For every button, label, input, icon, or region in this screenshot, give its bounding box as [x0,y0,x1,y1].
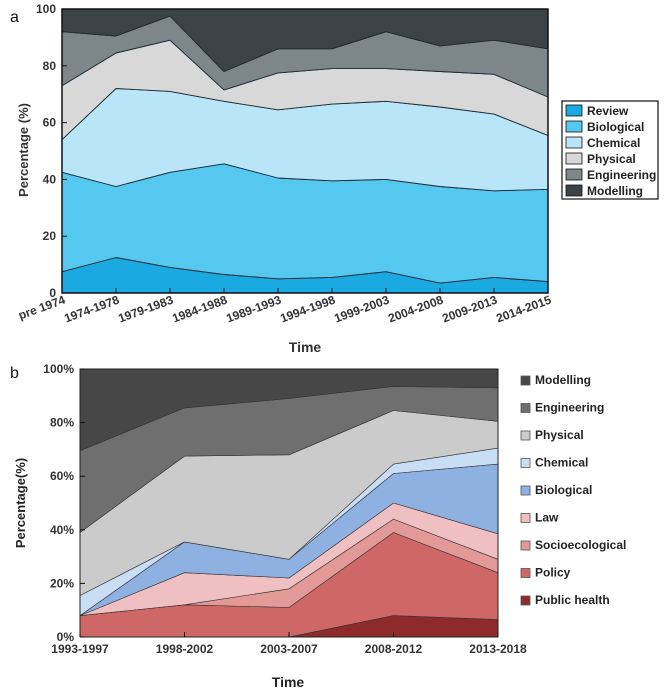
panel-a-x-tick-label: pre 1974 [16,293,67,323]
panel-a-legend-swatch-modelling [565,184,583,197]
panel-a-legend-swatch-chemical [565,136,583,149]
panel-b-x-axis-label: Time [272,674,305,690]
panel-a-legend-label-biological: Biological [587,120,644,134]
panel-b-legend-label-engineering: Engineering [535,401,604,415]
panel-b-y-ticks: 0% 20% 40% 60% 80% 100% [43,362,85,644]
panel-a-x-axis-label: Time [289,339,322,355]
panel-b-y-tick-label: 100% [43,362,74,376]
panel-a-y-ticks: 0 20 40 60 80 100 [36,2,67,300]
panel-b-legend-swatch-policy [520,568,531,578]
panel-a-y-tick-label: 40 [43,172,57,186]
panel-b-legend-swatch-engineering [520,403,531,413]
panel-b-legend-label-modelling: Modelling [535,373,591,387]
panel-a-x-tick-label: 1999-2003 [332,293,391,326]
panel-b-x-ticks: 1993-1997 1998-2002 2003-2007 2008-2012 2013… [51,632,527,656]
panel-b-legend-swatch-modelling [520,375,531,386]
panel-a-x-tick-label: 1974-1978 [62,293,121,326]
panel-a-plot-frame [61,8,549,294]
panel-b: b 0% 20% 40% 60% 80% 100% 1993-1997 1998-2002 2… [10,362,626,690]
panel-b-y-tick-label: 80% [50,416,74,430]
panel-b-legend-swatch-law [520,513,531,523]
panel-b-y-tick-label: 20% [50,576,74,590]
panel-b-legend-swatch-physical [520,430,531,441]
panel-a-legend-swatch-biological [565,120,583,133]
panel-a-legend-swatch-physical [565,152,583,165]
panel-a-y-tick-label: 80 [43,59,57,73]
panel-b-legend-swatch-public-health [520,595,531,606]
panel-b-y-tick-label: 60% [50,469,74,483]
panel-a-y-tick-label: 60 [43,116,57,130]
panel-b-x-tick-label: 1998-2002 [156,642,214,656]
panel-b-x-tick-label: 1993-1997 [51,642,109,656]
panel-a-y-tick-label: 20 [43,229,57,243]
panel-b-areas [79,368,499,638]
panel-a-x-tick-label: 2014-2015 [494,293,553,326]
panel-a-legend-label-chemical: Chemical [587,136,640,150]
panel-b-y-axis-label: Percentage(%) [13,458,28,548]
panel-b-legend-label-public-health: Public health [535,593,610,607]
panel-b-legend-label-policy: Policy [535,566,571,580]
panel-b-legend-label-physical: Physical [535,428,584,442]
panel-b-legend-label-biological: Biological [535,483,592,497]
panel-b-legend-label-chemical: Chemical [535,456,588,470]
panel-b-legend-swatch-biological [520,485,531,496]
panel-a-legend-label-engineering: Engineering [587,168,656,182]
panel-a-legend-label-review: Review [587,104,629,118]
panel-a-x-tick-label: 2004-2008 [386,293,445,326]
panel-a-x-tick-label: 1984-1988 [170,293,229,326]
panel-a-y-tick-label: 100 [36,2,56,16]
panel-a-x-tick-label: 1994-1998 [278,293,337,326]
panel-b-legend-swatch-socioecological [520,540,531,551]
panel-a-legend-swatch-engineering [565,168,583,181]
panel-a-label: a [10,9,19,26]
panel-a-legend-label-modelling: Modelling [587,184,643,198]
panel-b-label: b [10,365,19,382]
panel-a-x-tick-label: 1989-1993 [224,293,283,326]
panel-a-y-axis-label: Percentage (%) [16,103,31,197]
panel-a-legend: Review Biological Chemical Physical Engineer… [561,100,659,200]
panel-a-y-tick-label: 0 [49,286,56,300]
panel-a-legend-swatch-review [565,104,583,117]
panel-b-x-tick-label: 2013-2018 [469,642,527,656]
panel-a-areas [61,8,549,294]
panel-b-y-tick-label: 40% [50,523,74,537]
panel-a: a 0 20 40 60 80 100 pre 19741974-19781979-198… [10,2,659,355]
panel-b-legend-swatch-chemical [520,458,531,468]
panel-a-x-tick-label: 1979-1983 [116,293,175,326]
panel-b-legend: Modelling Engineering Physical Chemical Biol… [520,373,626,607]
panel-b-x-tick-label: 2008-2012 [365,642,423,656]
panel-b-legend-label-law: Law [535,511,559,525]
panel-b-legend-label-socioecological: Socioecological [535,538,626,552]
panel-b-x-tick-label: 2003-2007 [260,642,318,656]
panel-a-x-tick-label: 2009-2013 [440,293,499,326]
panel-a-legend-box [561,100,659,200]
panel-a-legend-label-physical: Physical [587,152,636,166]
panel-b-y-tick-label: 0% [57,630,75,644]
